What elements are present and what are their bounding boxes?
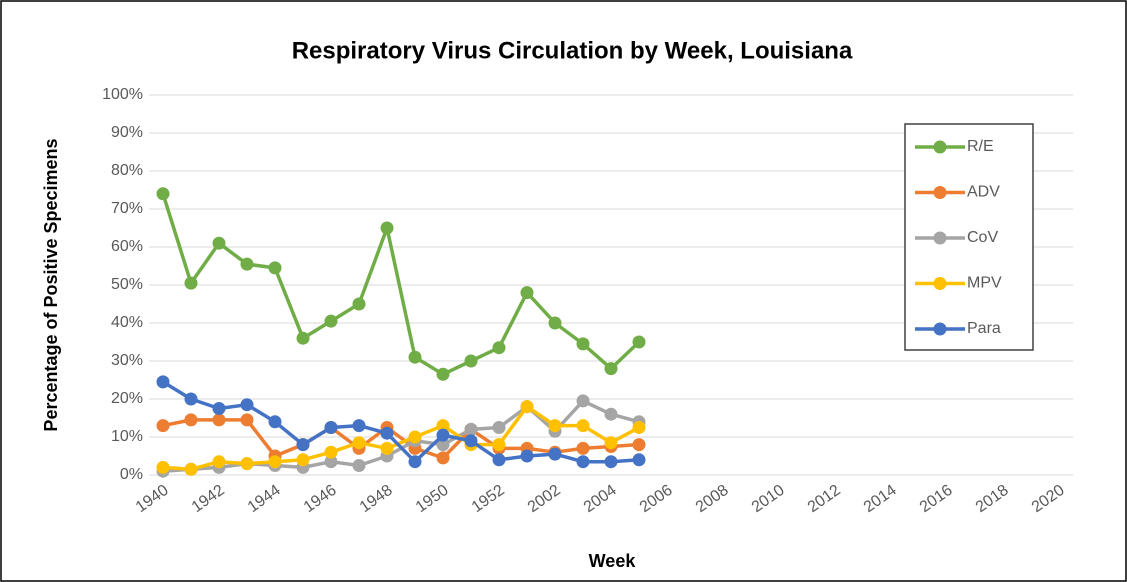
legend-label: ADV [967, 184, 1000, 201]
y-tick-label: 70% [111, 200, 143, 217]
data-point [184, 276, 198, 290]
y-tick-label: 30% [111, 352, 143, 369]
data-point [576, 394, 590, 408]
legend-marker [933, 140, 947, 154]
data-point [296, 331, 310, 345]
data-point [548, 419, 562, 433]
legend-marker [933, 231, 947, 245]
data-point [380, 221, 394, 235]
data-point [576, 337, 590, 351]
data-point [380, 426, 394, 440]
data-point [436, 367, 450, 381]
data-point [492, 438, 506, 452]
data-point [156, 375, 170, 389]
data-point [324, 455, 338, 469]
data-point [632, 421, 646, 434]
data-point [408, 455, 422, 469]
data-point [184, 462, 198, 476]
data-point [436, 428, 450, 442]
data-point [212, 413, 226, 427]
data-point [436, 451, 450, 465]
data-point [268, 455, 282, 469]
chart-title: Respiratory Virus Circulation by Week, L… [292, 37, 853, 64]
data-point [576, 441, 590, 455]
data-point [240, 398, 254, 412]
data-point [240, 457, 254, 471]
data-point [576, 455, 590, 469]
y-tick-label: 80% [111, 162, 143, 179]
y-tick-label: 50% [111, 276, 143, 293]
data-point [604, 455, 618, 469]
data-point [352, 419, 366, 433]
y-tick-label: 90% [111, 124, 143, 141]
data-point [380, 441, 394, 455]
data-point [632, 335, 646, 349]
legend-marker [933, 277, 947, 290]
data-point [464, 434, 478, 448]
data-point [268, 261, 282, 275]
data-point [576, 419, 590, 433]
legend-label: MPV [967, 275, 1002, 292]
data-point [520, 400, 534, 414]
data-point [492, 341, 506, 355]
y-tick-label: 10% [111, 428, 143, 445]
data-point [548, 316, 562, 330]
data-point [604, 436, 618, 450]
data-point [352, 436, 366, 450]
data-point [212, 236, 226, 250]
data-point [268, 415, 282, 429]
data-point [492, 453, 506, 467]
data-point [184, 413, 198, 427]
data-point [604, 362, 618, 376]
data-point [184, 392, 198, 406]
data-point [296, 453, 310, 467]
x-axis-title: Week [589, 551, 637, 571]
data-point [436, 419, 450, 433]
data-point [212, 455, 226, 469]
data-point [492, 421, 506, 434]
y-tick-label: 100% [102, 86, 143, 103]
data-point [212, 402, 226, 415]
y-tick-label: 60% [111, 238, 143, 255]
data-point [240, 257, 254, 271]
data-point [604, 407, 618, 421]
data-point [156, 419, 170, 433]
legend-label: R/E [967, 138, 994, 155]
data-point [156, 460, 170, 474]
data-point [408, 430, 422, 444]
data-point [296, 438, 310, 452]
data-point [324, 445, 338, 459]
legend-label: Para [967, 320, 1001, 337]
data-point [464, 354, 478, 368]
data-point [464, 422, 478, 436]
data-point [156, 187, 170, 201]
legend-marker [933, 322, 947, 336]
data-point [324, 314, 338, 328]
y-tick-label: 0% [120, 466, 143, 483]
y-axis-title: Percentage of Positive Specimens [41, 138, 61, 431]
data-point [324, 421, 338, 434]
y-tick-label: 40% [111, 314, 143, 331]
data-point [408, 350, 422, 364]
data-point [632, 453, 646, 467]
data-point [240, 413, 254, 427]
data-point [352, 297, 366, 311]
y-tick-label: 20% [111, 390, 143, 407]
data-point [436, 438, 450, 452]
legend-label: CoV [967, 229, 998, 246]
legend-marker [933, 186, 947, 199]
data-point [632, 438, 646, 452]
data-point [520, 449, 534, 463]
data-point [548, 447, 562, 461]
data-point [520, 286, 534, 300]
data-point [352, 459, 366, 472]
